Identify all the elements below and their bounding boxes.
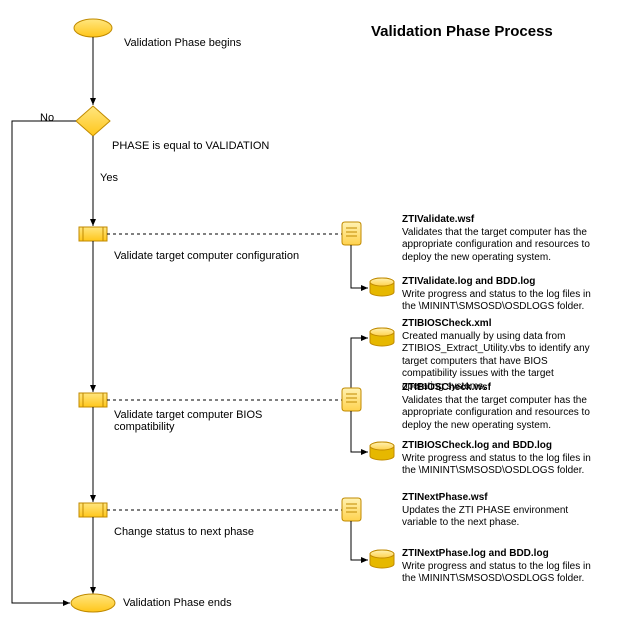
page-title: Validation Phase Process: [371, 23, 553, 40]
annotation-1: ZTIValidate.wsfValidates that the target…: [402, 214, 597, 264]
database-icon: [370, 328, 394, 346]
script-icon: [342, 222, 361, 245]
start-node: [74, 19, 112, 37]
database-icon: [370, 442, 394, 460]
annotation-4: ZTIBIOSCheck.wsfValidates that the targe…: [402, 382, 597, 432]
step-3-label: Change status to next phase: [114, 526, 314, 538]
script-icon: [342, 388, 361, 411]
database-icon: [370, 278, 394, 296]
decision-node: [76, 106, 110, 136]
step-1-label: Validate target computer configuration: [114, 250, 314, 262]
end-node: [71, 594, 115, 612]
script-icon: [342, 498, 361, 521]
annotation-6: ZTINextPhase.wsfUpdates the ZTI PHASE en…: [402, 492, 597, 530]
no-label: No: [40, 112, 54, 124]
annotation-5: ZTIBIOSCheck.log and BDD.logWrite progre…: [402, 440, 597, 478]
start-label: Validation Phase begins: [124, 37, 241, 49]
database-icon: [370, 550, 394, 568]
yes-label: Yes: [100, 172, 118, 184]
annotation-2: ZTIValidate.log and BDD.logWrite progres…: [402, 276, 597, 314]
decision-label: PHASE is equal to VALIDATION: [112, 140, 269, 152]
annotation-7: ZTINextPhase.log and BDD.logWrite progre…: [402, 548, 597, 586]
flowchart-canvas: [0, 0, 642, 628]
step-2-label: Validate target computer BIOS compatibil…: [114, 409, 294, 433]
end-label: Validation Phase ends: [123, 597, 232, 609]
